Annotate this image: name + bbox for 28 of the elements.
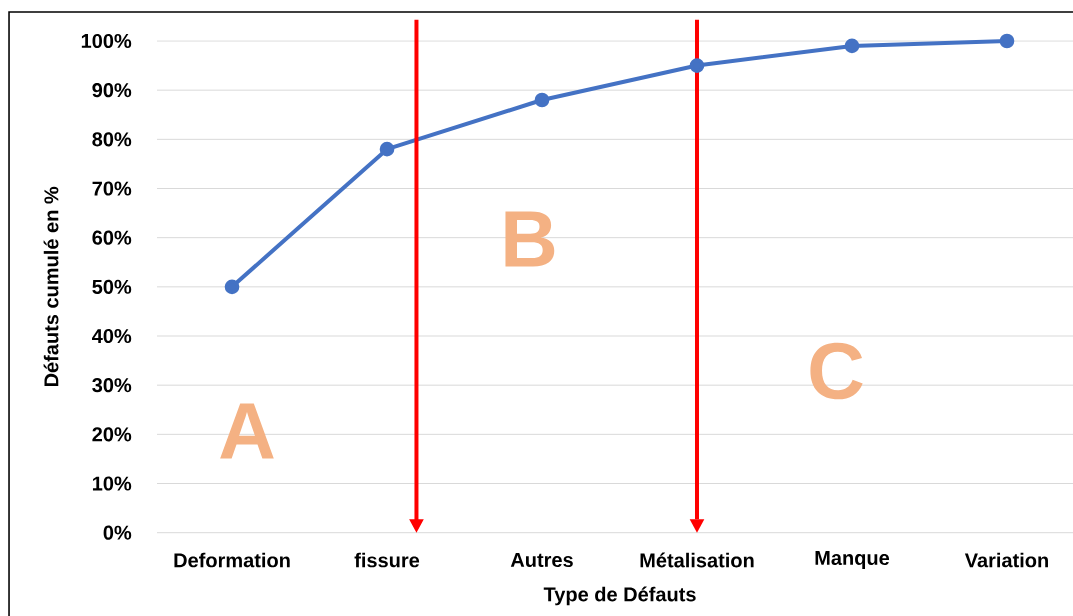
y-tick-label: 0% [103, 525, 132, 540]
y-tick-label: 70% [92, 181, 132, 196]
point [379, 141, 395, 157]
annotation: C [810, 342, 863, 400]
y-tick-label: 10% [92, 476, 132, 491]
point [689, 58, 705, 73]
x-tick-label: Variation [964, 552, 1048, 568]
annotation: B [505, 211, 555, 267]
point [844, 38, 860, 54]
y-tick-label: 60% [92, 230, 132, 245]
x-tick-label: Manque [815, 551, 890, 569]
x-tick-label: Deformation [174, 552, 290, 568]
y-tick-label: 100% [81, 33, 132, 49]
point [999, 33, 1015, 49]
y-tick-label: 20% [92, 427, 132, 442]
y-axis-title: Défauts cumulé en % [43, 186, 59, 387]
y-tick-label: 40% [92, 328, 132, 344]
y-tick-label: 90% [92, 83, 132, 98]
x-axis-title: Type de Défauts [543, 586, 696, 606]
annotation: A [220, 403, 274, 459]
y-tick-label: 50% [92, 279, 132, 294]
y-tick-label: 80% [92, 132, 132, 147]
x-tick-label: Métalisation [640, 552, 754, 568]
x-tick-label: fissure [354, 552, 420, 568]
y-tick-label: 30% [92, 378, 132, 393]
point [534, 92, 550, 108]
point [224, 279, 240, 295]
x-tick-label: Autres [510, 553, 573, 567]
